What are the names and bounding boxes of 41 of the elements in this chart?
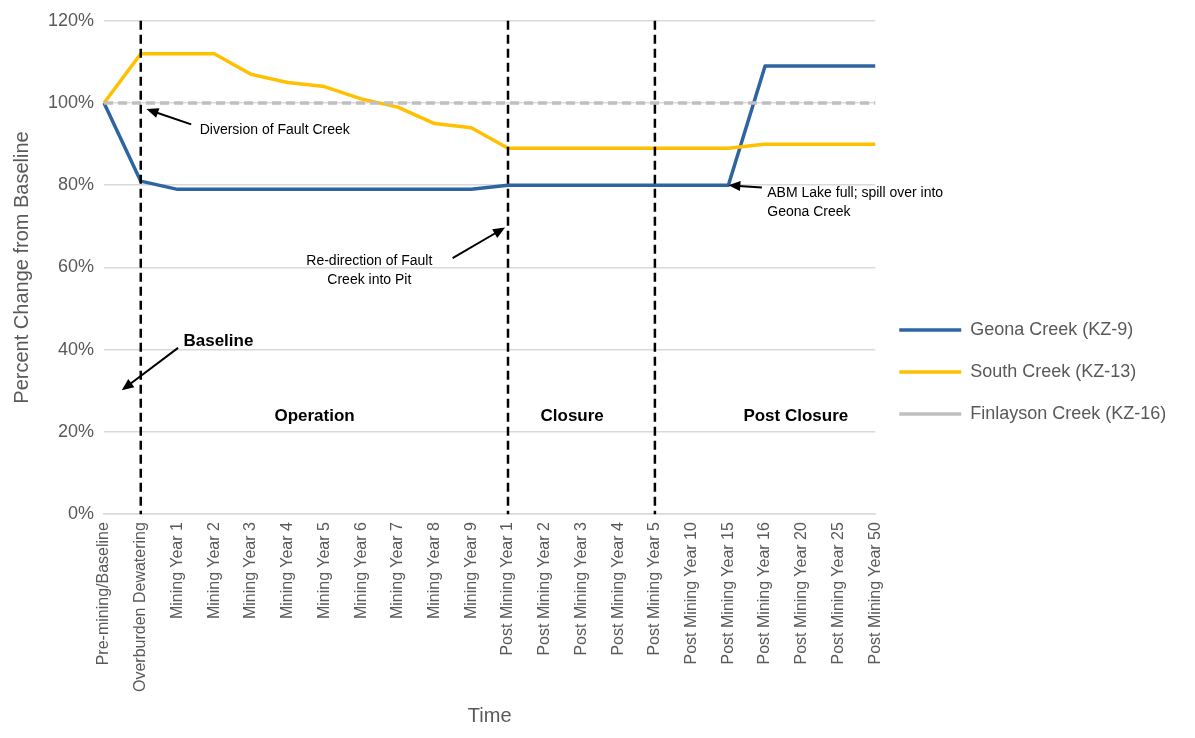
annotation: Baseline: [183, 330, 254, 350]
x-axis-title: Time: [467, 703, 512, 726]
x-tick-label: Mining Year 3: [241, 522, 259, 620]
y-tick-label: 100%: [47, 91, 95, 112]
legend-label: Finlayson Creek (KZ-16): [970, 402, 1167, 423]
x-tick-label: Mining Year 2: [204, 522, 222, 620]
y-tick-label: 40%: [58, 338, 95, 359]
x-tick-label: Post Mining Year 1: [498, 522, 516, 656]
x-tick-label: Mining Year 9: [461, 522, 479, 620]
x-tick-label: Post Mining Year 25: [828, 522, 846, 665]
x-tick-label: Mining Year 5: [314, 522, 332, 620]
x-tick-label: Post Mining Year 3: [571, 522, 589, 656]
x-tick-label: Pre-mining/Baseline: [94, 522, 112, 666]
x-tick-label: Mining Year 4: [278, 522, 296, 620]
annotation: Post Closure: [743, 406, 849, 426]
x-tick-label: Mining Year 7: [388, 522, 406, 620]
x-tick-label: Mining Year 1: [167, 522, 185, 620]
x-tick-label: Overburden Dewatering: [131, 522, 149, 693]
x-tick-label: Post Mining Year 16: [755, 522, 773, 665]
y-tick-label: 20%: [58, 420, 95, 441]
y-tick-label: 80%: [58, 174, 95, 195]
annotation: Diversion of Fault Creek: [199, 120, 351, 137]
x-tick-label: Mining Year 6: [351, 522, 369, 620]
y-tick-label: 60%: [58, 256, 95, 277]
annotation: Operation: [274, 406, 355, 426]
x-tick-label: Post Mining Year 20: [792, 522, 810, 665]
y-axis-title: Percent Change from Baseline: [9, 131, 32, 404]
y-tick-label: 0%: [68, 503, 95, 524]
x-tick-label: Mining Year 8: [424, 522, 442, 620]
x-tick-label: Post Mining Year 4: [608, 522, 626, 656]
legend-label: Geona Creek (KZ-9): [970, 318, 1134, 339]
x-tick-label: Post Mining Year 10: [682, 522, 700, 665]
x-tick-label: Post Mining Year 5: [645, 522, 663, 656]
y-tick-label: 120%: [47, 9, 95, 30]
x-tick-label: Post Mining Year 2: [535, 522, 553, 656]
annotation: ABM Lake full; spill over into Geona Creek: [767, 184, 944, 220]
annotation: Re-direction of Fault Creek into Pit: [306, 252, 433, 288]
legend-label: South Creek (KZ-13): [970, 360, 1137, 381]
x-tick-label: Post Mining Year 50: [865, 522, 883, 665]
x-tick-label: Post Mining Year 15: [718, 522, 736, 665]
annotation: Closure: [540, 406, 604, 426]
